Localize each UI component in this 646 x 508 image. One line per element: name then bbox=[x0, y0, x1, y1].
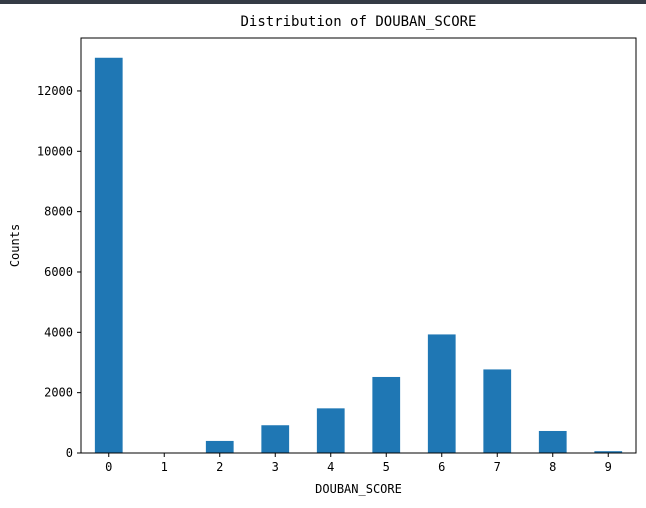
window-top-bar bbox=[0, 0, 646, 4]
x-tick-label: 9 bbox=[605, 460, 612, 474]
bar-0 bbox=[94, 57, 123, 454]
bar-7 bbox=[483, 369, 512, 453]
chart-title: Distribution of DOUBAN_SCORE bbox=[240, 14, 476, 30]
x-tick-label: 6 bbox=[438, 460, 445, 474]
plot-frame bbox=[80, 37, 637, 454]
x-tick-label: 8 bbox=[549, 460, 556, 474]
y-tick-label: 4000 bbox=[44, 325, 73, 339]
bar-5 bbox=[372, 376, 401, 453]
x-tick-label: 4 bbox=[327, 460, 334, 474]
bar-8 bbox=[538, 430, 567, 453]
y-axis-title: Counts bbox=[8, 224, 22, 267]
y-tick-label: 6000 bbox=[44, 265, 73, 279]
bars-group bbox=[94, 57, 623, 454]
bar-3 bbox=[261, 425, 290, 453]
bar-2 bbox=[205, 440, 234, 453]
x-axis-title: DOUBAN_SCORE bbox=[315, 482, 402, 496]
y-tick-label: 12000 bbox=[37, 84, 73, 98]
x-tick-label: 3 bbox=[272, 460, 279, 474]
x-tick-label: 1 bbox=[161, 460, 168, 474]
x-tick-label: 5 bbox=[383, 460, 390, 474]
x-tick-label: 0 bbox=[105, 460, 112, 474]
y-tick-label: 2000 bbox=[44, 386, 73, 400]
bar-9 bbox=[594, 451, 623, 453]
y-tick-label: 0 bbox=[66, 446, 73, 460]
y-axis-ticks: 0 2000 4000 6000 8000 10000 12000 bbox=[37, 84, 81, 460]
x-tick-label: 2 bbox=[216, 460, 223, 474]
bar-4 bbox=[316, 408, 345, 453]
y-tick-label: 10000 bbox=[37, 144, 73, 158]
bar-6 bbox=[427, 334, 456, 453]
x-tick-label: 7 bbox=[494, 460, 501, 474]
x-axis-ticks: 0 1 2 3 4 5 6 7 8 9 bbox=[105, 453, 612, 474]
y-tick-label: 8000 bbox=[44, 205, 73, 219]
